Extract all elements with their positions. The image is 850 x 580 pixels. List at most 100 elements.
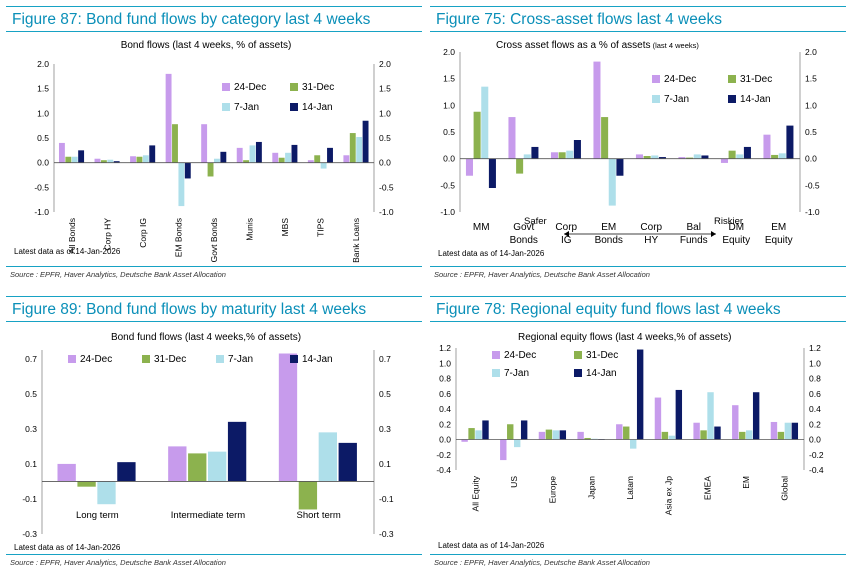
legend-swatch <box>492 351 500 359</box>
source-note: Source : EPFR, Haver Analytics, Deutsche… <box>6 554 422 570</box>
bar-7-Jan <box>566 150 574 159</box>
bar-31-Dec <box>771 154 779 159</box>
chart-title: Bond flows (last 4 weeks, % of assets) <box>121 40 292 51</box>
y-tick-label-right: -1.0 <box>805 207 820 217</box>
panel-bond-maturity: Figure 89: Bond fund flows by maturity l… <box>6 296 422 572</box>
category-label: DM <box>728 222 744 233</box>
latest-data-note: Latest data as of 14-Jan-2026 <box>438 249 545 258</box>
bar-24-Dec <box>272 152 279 163</box>
y-tick-label-right: 0.4 <box>809 404 821 414</box>
bar-14-Jan <box>291 144 298 163</box>
category-label: EM <box>771 222 786 233</box>
annotation-riskier: Riskier <box>714 216 743 227</box>
legend-swatch <box>652 75 660 83</box>
source-note: Source : EPFR, Haver Analytics, Deutsche… <box>430 266 846 282</box>
bar-14-Jan <box>149 145 156 163</box>
annotation-safer: Safer <box>524 216 547 227</box>
bar-24-Dec <box>130 156 136 163</box>
bar-24-Dec <box>201 124 208 163</box>
bar-14-Jan <box>714 426 721 440</box>
bar-14-Jan <box>573 140 581 159</box>
bar-14-Jan <box>220 151 227 163</box>
bar-31-Dec <box>349 133 356 163</box>
bar-7-Jan <box>71 156 78 163</box>
legend-label: 7-Jan <box>504 368 529 379</box>
y-tick-label-left: 2.0 <box>443 47 455 57</box>
legend-label: 14-Jan <box>302 102 333 113</box>
bar-31-Dec <box>188 453 207 482</box>
y-tick-label-left: 1.0 <box>439 358 451 368</box>
category-label: Corp <box>555 222 577 233</box>
panel-title: Figure 87: Bond fund flows by category l… <box>6 6 422 32</box>
bar-24-Dec <box>732 405 739 440</box>
bar-24-Dec <box>508 117 516 159</box>
legend-label: 14-Jan <box>586 368 617 379</box>
bar-24-Dec <box>343 155 350 163</box>
bar-7-Jan <box>481 86 489 159</box>
category-label: Munis <box>245 218 255 241</box>
latest-data-note: Latest data as of 14-Jan-2026 <box>438 541 545 550</box>
y-tick-label-left: -0.5 <box>34 182 49 192</box>
category-label: Corp IG <box>138 218 148 248</box>
y-tick-label-right: 1.2 <box>809 343 821 353</box>
bar-7-Jan <box>107 159 114 163</box>
bar-31-Dec <box>643 156 651 159</box>
bar-31-Dec <box>278 157 285 163</box>
bar-7-Jan <box>475 430 482 440</box>
y-tick-label-left: 0.5 <box>37 133 49 143</box>
bar-7-Jan <box>778 153 786 159</box>
bar-31-Dec <box>65 156 72 163</box>
bar-7-Jan <box>208 451 227 482</box>
bar-14-Jan <box>636 349 644 440</box>
category-label: All Equity <box>470 475 480 511</box>
legend-swatch <box>142 355 150 363</box>
panel-title: Figure 75: Cross-asset flows last 4 week… <box>430 6 846 32</box>
bar-14-Jan <box>488 158 496 188</box>
legend-swatch <box>290 355 298 363</box>
y-tick-label-right: 0.5 <box>379 389 391 399</box>
y-tick-label-right: -0.4 <box>809 465 824 475</box>
bar-31-Dec <box>700 430 707 440</box>
bar-31-Dec <box>507 424 514 440</box>
y-tick-label-left: 1.5 <box>37 84 49 94</box>
bar-31-Dec <box>468 428 475 440</box>
category-label: EM Bonds <box>173 218 183 257</box>
legend-swatch <box>728 95 736 103</box>
bar-31-Dec <box>777 431 785 440</box>
y-tick-label-left: -0.2 <box>436 450 451 460</box>
bar-31-Dec <box>661 431 669 440</box>
y-tick-label-left: 0.8 <box>439 374 451 384</box>
category-label: Short term <box>296 510 340 521</box>
bar-24-Dec <box>770 421 778 440</box>
y-tick-label-right: 1.0 <box>379 108 391 118</box>
bar-7-Jan <box>320 162 327 169</box>
bar-24-Dec <box>307 160 314 163</box>
bar-31-Dec <box>100 160 107 163</box>
bar-31-Dec <box>601 117 609 159</box>
bar-24-Dec <box>278 353 298 482</box>
bar-24-Dec <box>236 147 243 163</box>
bar-24-Dec <box>461 439 468 442</box>
category-label: TIPS <box>316 218 326 237</box>
category-label: EM <box>601 222 616 233</box>
bar-31-Dec <box>298 481 318 510</box>
y-tick-label-right: 0.8 <box>809 374 821 384</box>
legend-swatch <box>222 103 230 111</box>
y-tick-label-right: 0.6 <box>809 389 821 399</box>
legend-label: 31-Dec <box>302 82 334 93</box>
bar-7-Jan <box>784 422 792 440</box>
bar-24-Dec <box>58 142 65 163</box>
category-label: Govt <box>513 222 534 233</box>
category-label: All Bonds <box>67 218 77 254</box>
bar-7-Jan <box>668 435 676 440</box>
y-tick-label-right: -0.5 <box>379 182 394 192</box>
bar-31-Dec <box>136 156 143 163</box>
legend-label: 24-Dec <box>80 354 112 365</box>
legend-swatch <box>222 83 230 91</box>
bar-14-Jan <box>701 155 709 159</box>
category-label: Latam <box>625 476 635 500</box>
bar-31-Dec <box>243 160 250 163</box>
legend-swatch <box>574 369 582 377</box>
chart-title: Regional equity flows (last 4 weeks,% of… <box>518 332 731 343</box>
y-tick-label-right: -1.0 <box>379 207 394 217</box>
